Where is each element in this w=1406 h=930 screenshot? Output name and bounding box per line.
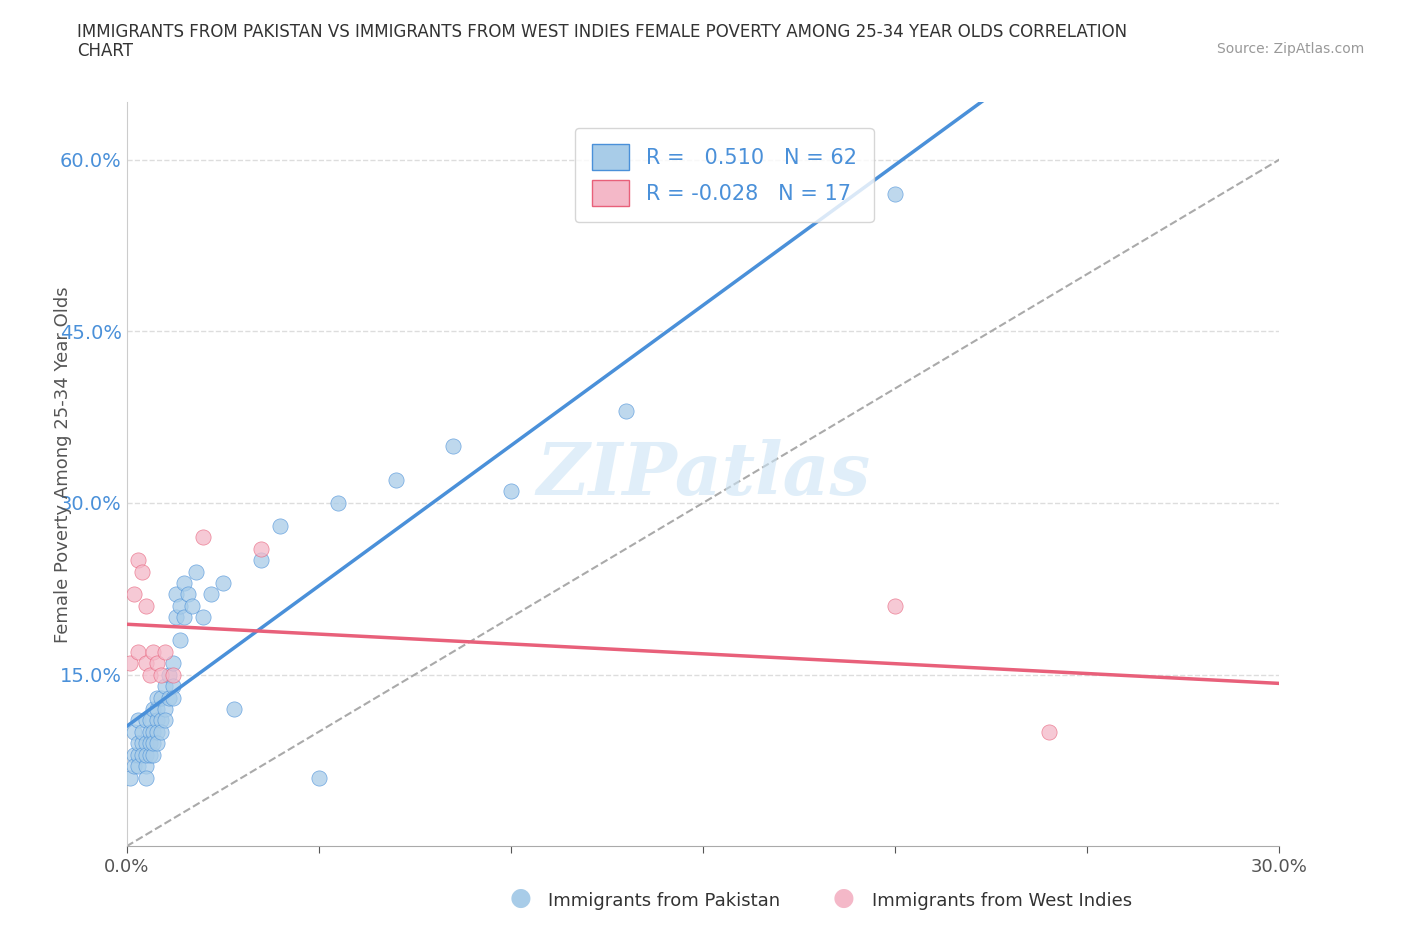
Point bbox=[150, 724, 173, 739]
Point bbox=[131, 724, 153, 739]
Point bbox=[180, 599, 202, 614]
Point bbox=[884, 599, 907, 614]
Point bbox=[122, 587, 145, 602]
Point bbox=[169, 599, 191, 614]
Point bbox=[122, 724, 145, 739]
Point bbox=[162, 667, 184, 682]
Point bbox=[384, 472, 406, 487]
Point bbox=[142, 644, 165, 659]
Point bbox=[153, 679, 176, 694]
Point bbox=[138, 748, 160, 763]
Point bbox=[177, 587, 200, 602]
Point bbox=[146, 690, 169, 705]
Point bbox=[173, 576, 195, 591]
Point bbox=[138, 667, 160, 682]
Point bbox=[146, 656, 169, 671]
Point bbox=[146, 736, 169, 751]
Point bbox=[162, 679, 184, 694]
Point bbox=[127, 713, 149, 728]
Text: Immigrants from West Indies: Immigrants from West Indies bbox=[872, 892, 1132, 910]
Point bbox=[131, 748, 153, 763]
Point bbox=[142, 736, 165, 751]
Text: ●: ● bbox=[832, 885, 855, 910]
Point bbox=[135, 713, 157, 728]
Point bbox=[169, 632, 191, 647]
Point bbox=[157, 667, 180, 682]
Point bbox=[127, 552, 149, 567]
Point bbox=[122, 759, 145, 774]
Text: Source: ZipAtlas.com: Source: ZipAtlas.com bbox=[1216, 42, 1364, 56]
Point bbox=[138, 724, 160, 739]
Legend: R =   0.510   N = 62, R = -0.028   N = 17: R = 0.510 N = 62, R = -0.028 N = 17 bbox=[575, 127, 873, 222]
Point bbox=[326, 496, 349, 511]
Text: ●: ● bbox=[509, 885, 531, 910]
Point bbox=[138, 736, 160, 751]
Point bbox=[135, 656, 157, 671]
Point bbox=[614, 404, 637, 418]
Point bbox=[142, 724, 165, 739]
Point bbox=[184, 565, 207, 579]
Point bbox=[120, 770, 142, 785]
Point bbox=[146, 701, 169, 716]
Point bbox=[441, 438, 464, 453]
Point bbox=[135, 748, 157, 763]
Point bbox=[250, 552, 273, 567]
Point bbox=[135, 599, 157, 614]
Text: CHART: CHART bbox=[77, 42, 134, 60]
Point bbox=[127, 736, 149, 751]
Point bbox=[131, 736, 153, 751]
Point bbox=[499, 484, 522, 498]
Point bbox=[269, 518, 291, 533]
Point bbox=[146, 724, 169, 739]
Point bbox=[142, 748, 165, 763]
Point bbox=[127, 748, 149, 763]
Text: IMMIGRANTS FROM PAKISTAN VS IMMIGRANTS FROM WEST INDIES FEMALE POVERTY AMONG 25-: IMMIGRANTS FROM PAKISTAN VS IMMIGRANTS F… bbox=[77, 23, 1128, 41]
Point bbox=[135, 759, 157, 774]
Point bbox=[120, 656, 142, 671]
Point bbox=[127, 644, 149, 659]
Point bbox=[122, 748, 145, 763]
Point bbox=[308, 770, 330, 785]
Point bbox=[193, 530, 215, 545]
Point bbox=[162, 656, 184, 671]
Point bbox=[150, 713, 173, 728]
Point bbox=[173, 610, 195, 625]
Point bbox=[211, 576, 233, 591]
Point bbox=[153, 713, 176, 728]
Point bbox=[157, 690, 180, 705]
Point bbox=[250, 541, 273, 556]
Point bbox=[153, 701, 176, 716]
Point bbox=[150, 667, 173, 682]
Point bbox=[131, 565, 153, 579]
Point bbox=[1038, 724, 1060, 739]
Point bbox=[162, 690, 184, 705]
Text: ZIPatlas: ZIPatlas bbox=[536, 439, 870, 510]
Text: Immigrants from Pakistan: Immigrants from Pakistan bbox=[548, 892, 780, 910]
Point bbox=[166, 610, 188, 625]
Point bbox=[127, 759, 149, 774]
Point bbox=[224, 701, 246, 716]
Point bbox=[135, 736, 157, 751]
Point bbox=[142, 701, 165, 716]
Point bbox=[884, 186, 907, 201]
Point bbox=[138, 713, 160, 728]
Point bbox=[146, 713, 169, 728]
Point bbox=[153, 644, 176, 659]
Point bbox=[166, 587, 188, 602]
Point bbox=[135, 770, 157, 785]
Point bbox=[200, 587, 222, 602]
Text: Female Poverty Among 25-34 Year Olds: Female Poverty Among 25-34 Year Olds bbox=[55, 286, 72, 644]
Point bbox=[150, 690, 173, 705]
Point bbox=[193, 610, 215, 625]
